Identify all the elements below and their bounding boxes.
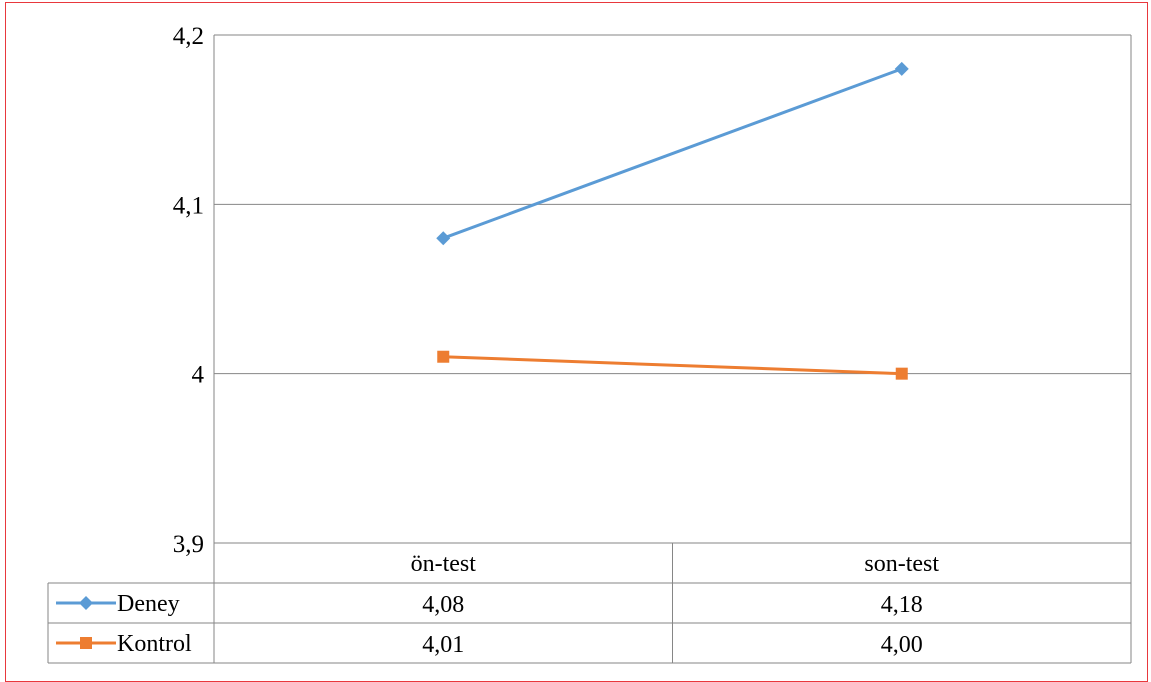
series-line [442,67,903,240]
series-kontrol [437,350,908,380]
category-label: ön-test [411,551,477,577]
data-table-value: 4,08 [422,592,464,618]
y-tick-label: 4,1 [173,192,204,219]
y-axis-tick-labels: 3,9 4 4,1 4,2 [173,23,205,558]
y-tick-label: 4,2 [173,23,204,50]
legend-key-kontrol [56,637,116,649]
diamond-marker [436,231,451,246]
square-marker [80,637,92,649]
square-marker [437,350,450,363]
series-line [443,355,902,376]
y-tick-label: 3,9 [173,531,204,558]
data-table: ön-test son-test Deney 4,08 4,18 Kontrol 4,01 4… [47,35,1132,664]
square-marker [895,367,908,380]
gridlines [213,34,1131,663]
diamond-marker [894,61,909,76]
data-table-value: 4,18 [881,592,923,618]
legend-series-name: Deney [117,591,180,617]
legend-series-name: Kontrol [117,631,192,657]
data-table-value: 4,00 [881,632,923,658]
data-table-value: 4,01 [422,632,464,658]
legend-key-deney [56,596,116,610]
series-deney [436,61,909,246]
y-tick-label: 4 [192,362,205,389]
series-lines [436,61,909,380]
diamond-marker [79,596,93,610]
category-label: son-test [864,551,939,577]
